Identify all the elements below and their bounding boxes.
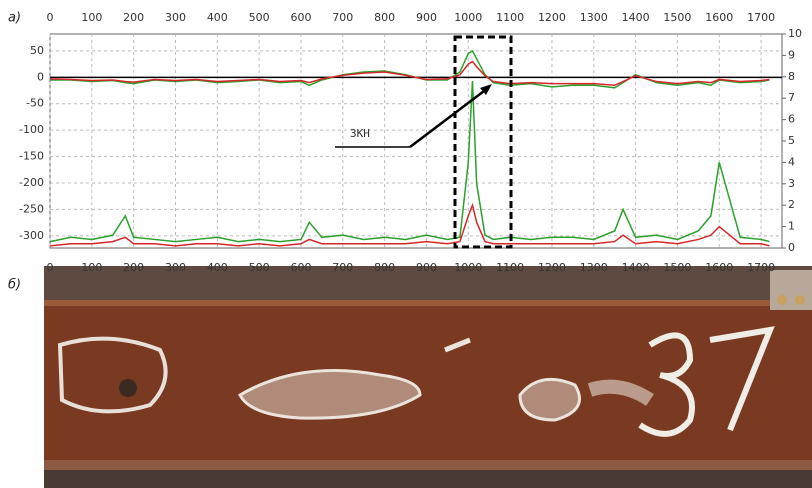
- x-tick-label: 500: [249, 11, 270, 24]
- x-tick-label: 1600: [705, 11, 733, 24]
- y-tick-label: -250: [19, 202, 44, 215]
- y-tick-label: -200: [19, 176, 44, 189]
- x-tick-label: 800: [374, 261, 395, 274]
- y2-tick-label: 2: [788, 198, 795, 211]
- y-tick-label: -300: [19, 229, 44, 242]
- x-tick-label: 1000: [454, 261, 482, 274]
- x-tick-label: 100: [81, 11, 102, 24]
- x-tick-label: 1600: [705, 261, 733, 274]
- x-tick-label: 200: [123, 11, 144, 24]
- photo: [44, 266, 812, 488]
- y2-tick-label: 5: [788, 134, 795, 147]
- x-tick-label: 600: [290, 11, 311, 24]
- y2-tick-label: 8: [788, 70, 795, 83]
- y-tick-label: 50: [30, 44, 44, 57]
- y-tick-label: -50: [26, 97, 44, 110]
- x-tick-label: 700: [332, 261, 353, 274]
- x-tick-label: 600: [290, 261, 311, 274]
- y2-tick-label: 1: [788, 220, 795, 233]
- x-tick-label: 200: [123, 261, 144, 274]
- annotation: ЗКН: [350, 127, 370, 140]
- x-tick-label: 1300: [580, 11, 608, 24]
- x-tick-label: 1700: [747, 261, 775, 274]
- x-tick-label: 1400: [622, 11, 650, 24]
- x-tick-label: 1000: [454, 11, 482, 24]
- x-tick-label: 900: [416, 11, 437, 24]
- y-tick-label: -150: [19, 150, 44, 163]
- x-tick-label: 0: [47, 11, 54, 24]
- highlight-box: [453, 35, 513, 249]
- panel-label: а): [8, 11, 21, 26]
- x-tick-label: 400: [207, 11, 228, 24]
- y2-tick-label: 6: [788, 113, 795, 126]
- x-tick-label: 1100: [496, 261, 524, 274]
- y2-tick-label: 4: [788, 155, 795, 168]
- annotation-arrow: [409, 87, 489, 148]
- y2-tick-label: 9: [788, 48, 795, 61]
- series-line: [49, 60, 770, 87]
- x-tick-label: 1500: [663, 261, 691, 274]
- y2-tick-label: 3: [788, 177, 795, 190]
- y2-tick-label: 0: [788, 241, 795, 254]
- x-tick-label: 700: [332, 11, 353, 24]
- y2-tick-label: 7: [788, 91, 795, 104]
- x-tick-label: 1300: [580, 261, 608, 274]
- x-tick-label: 300: [165, 261, 186, 274]
- x-tick-label: 400: [207, 261, 228, 274]
- x-tick-label: 500: [249, 261, 270, 274]
- x-tick-label: 1500: [663, 11, 691, 24]
- x-tick-label: 300: [165, 11, 186, 24]
- x-tick-label: 1100: [496, 11, 524, 24]
- y-tick-label: -100: [19, 123, 44, 136]
- y-tick-label: 0: [37, 70, 44, 83]
- x-tick-label: 1200: [538, 261, 566, 274]
- x-tick-label: 1400: [622, 261, 650, 274]
- series-line: [49, 202, 770, 247]
- x-tick-label: 100: [81, 261, 102, 274]
- arrow-head: [480, 84, 492, 95]
- x-tick-label: 0: [47, 261, 54, 274]
- x-tick-label: 900: [416, 261, 437, 274]
- x-tick-label: 1200: [538, 11, 566, 24]
- x-tick-label: 1700: [747, 11, 775, 24]
- x-tick-label: 800: [374, 11, 395, 24]
- panel-label: б): [8, 278, 21, 293]
- y2-tick-label: 10: [788, 27, 802, 40]
